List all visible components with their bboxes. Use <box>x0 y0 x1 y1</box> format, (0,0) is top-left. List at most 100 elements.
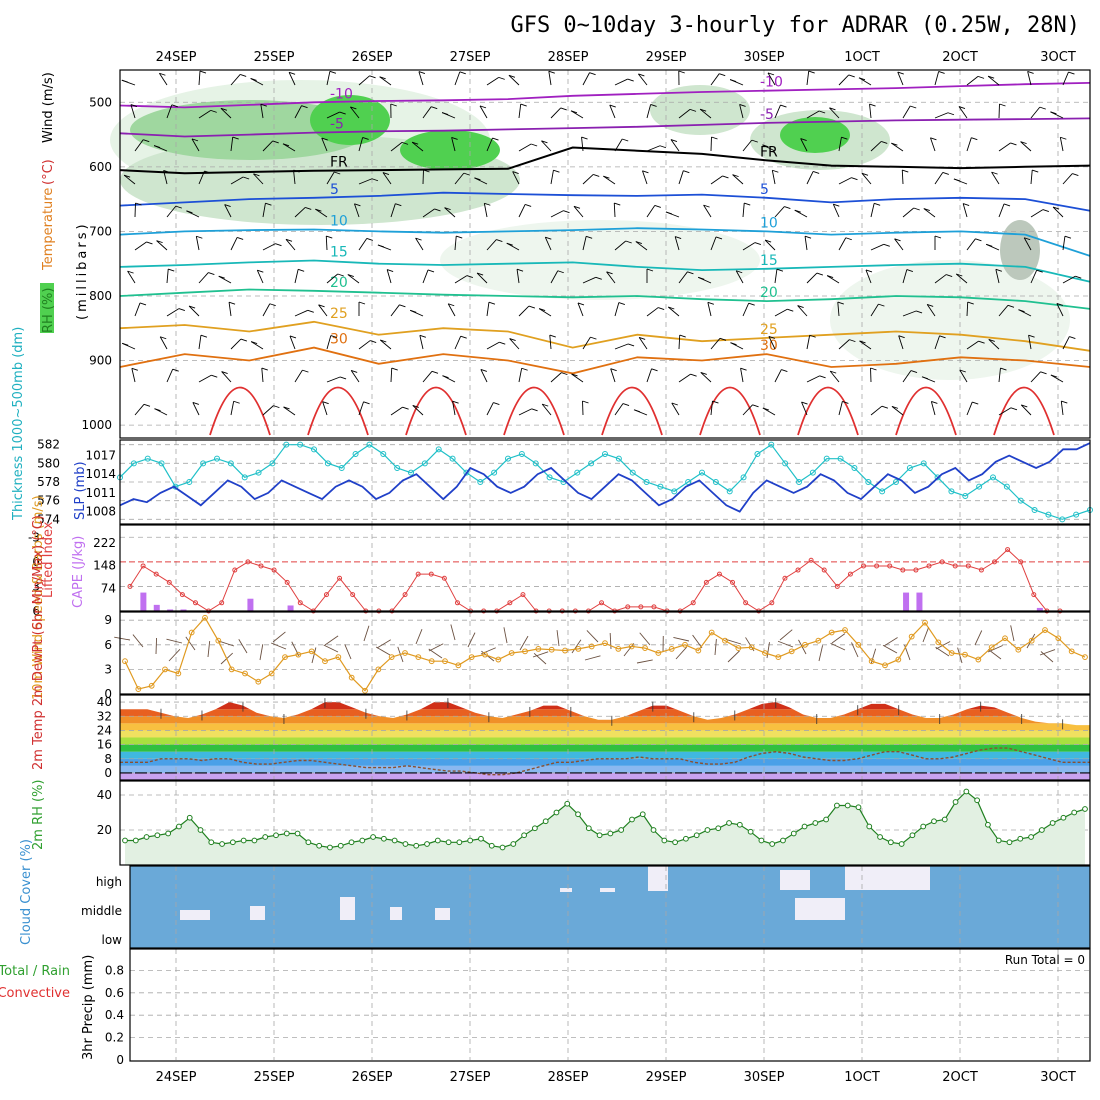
wind-barb <box>486 302 490 317</box>
rh-point <box>499 844 506 851</box>
pressure-tick-label: 600 <box>89 160 112 174</box>
wind-barb-feather <box>593 174 600 177</box>
wind-barb-feather <box>131 367 138 371</box>
rh-point <box>197 827 204 833</box>
wind-barb <box>294 369 303 383</box>
wind-speed-point <box>268 670 275 677</box>
wind-barb-feather <box>690 373 697 377</box>
wind-speed-point <box>228 666 235 673</box>
wind-speed-point <box>722 637 728 644</box>
rh-point <box>1049 820 1056 826</box>
wind-barb <box>603 175 616 185</box>
rh-point <box>877 834 883 840</box>
rh-point <box>1082 806 1088 812</box>
rh-point <box>316 842 323 849</box>
wind-barb <box>897 71 904 86</box>
cloud-clear-patch <box>340 897 355 920</box>
precip-convective-label: Convective <box>0 986 70 1001</box>
thickness-point <box>615 455 622 462</box>
lifted-index-point <box>245 559 251 565</box>
top-date-label: 30SEP <box>744 50 785 65</box>
wind-barb-feather <box>293 169 300 173</box>
temp-band <box>120 765 1090 773</box>
wind-barb-feather <box>947 112 955 116</box>
wind-barb-feather <box>586 235 593 239</box>
wind-barb <box>156 240 168 251</box>
wind-barb <box>166 205 177 218</box>
temp-tick-label: 16 <box>97 738 112 752</box>
wind-barb-feather <box>275 243 282 247</box>
wind-barb <box>998 368 1001 383</box>
wind-barb <box>344 644 352 660</box>
wind-barb-feather <box>339 111 346 115</box>
thickness-point <box>1059 516 1066 523</box>
wind-barb <box>571 639 582 654</box>
wind-barb <box>861 172 872 185</box>
wind-barb-feather <box>736 270 743 274</box>
wind-speed-point <box>828 629 835 636</box>
temp-tick-label: 0 <box>104 766 112 780</box>
wind-barb <box>614 240 627 251</box>
wind-barb <box>894 238 904 251</box>
wind-barb-feather <box>272 140 279 144</box>
wind-barb <box>452 401 456 416</box>
cape-tick-label: 74 <box>101 581 116 595</box>
wind-barb <box>253 173 264 185</box>
rh-point <box>920 823 927 830</box>
wind-barb <box>323 644 339 653</box>
slp-tick-label: 1011 <box>85 486 116 500</box>
wind-barb <box>544 237 552 251</box>
rh-point <box>866 823 873 830</box>
lifted-index-point <box>402 592 408 598</box>
rh-point <box>715 825 722 832</box>
wind-barb <box>742 203 745 218</box>
wind-barb <box>191 138 200 152</box>
wind-barb-feather <box>606 271 613 275</box>
rh-point <box>801 823 808 830</box>
rh-point <box>780 837 786 844</box>
cape-bar <box>153 604 160 611</box>
lifted-index-point <box>454 600 460 606</box>
thickness-point <box>740 474 747 481</box>
wind-barb-feather <box>776 268 784 272</box>
temperature-contour <box>119 227 1091 257</box>
wind-barb <box>1030 170 1033 185</box>
wind-barb-feather <box>250 78 257 81</box>
rh-point <box>229 839 236 846</box>
lifted-index-point <box>337 575 343 581</box>
wind-speed-point <box>308 648 315 655</box>
wind-barb-feather <box>528 305 536 309</box>
lifted-index-point <box>323 592 329 598</box>
temperature-contour <box>119 259 1091 283</box>
rh-point <box>542 818 549 825</box>
wind-barb-feather <box>377 244 385 248</box>
wind-barb <box>155 637 158 655</box>
sounding-y-label: RH (%) Temperature (°C) Wind (m/s) (mill… <box>40 72 90 333</box>
rh-point <box>262 834 269 840</box>
wind-barb <box>935 641 951 650</box>
wind-speed-point <box>802 641 808 648</box>
wind-barb-feather <box>369 75 376 79</box>
wind-barb <box>230 338 242 350</box>
wind-barb <box>774 308 788 317</box>
wind-barb-feather <box>754 242 762 246</box>
wind-barb-feather <box>305 207 312 210</box>
thickness-point <box>380 451 387 457</box>
cape-bar <box>916 592 923 611</box>
wind-speed-point <box>522 648 528 655</box>
thickness-point <box>518 451 525 457</box>
wind-barb <box>987 649 1002 660</box>
thickness-line <box>119 443 1091 520</box>
wind-speed-point <box>188 629 195 636</box>
wind-barb <box>768 336 776 350</box>
wind-barb-feather <box>808 70 815 74</box>
wind-barb-feather <box>253 173 260 177</box>
wind-speed-point <box>508 650 515 656</box>
run-total-label: Run Total = 0 <box>1005 953 1085 967</box>
wind-speed-point <box>615 646 622 652</box>
wind-barb <box>376 639 391 649</box>
temp-band <box>120 751 1090 759</box>
wind-barb <box>230 74 241 86</box>
wind-barb <box>533 652 547 665</box>
temp-band <box>120 716 1090 724</box>
